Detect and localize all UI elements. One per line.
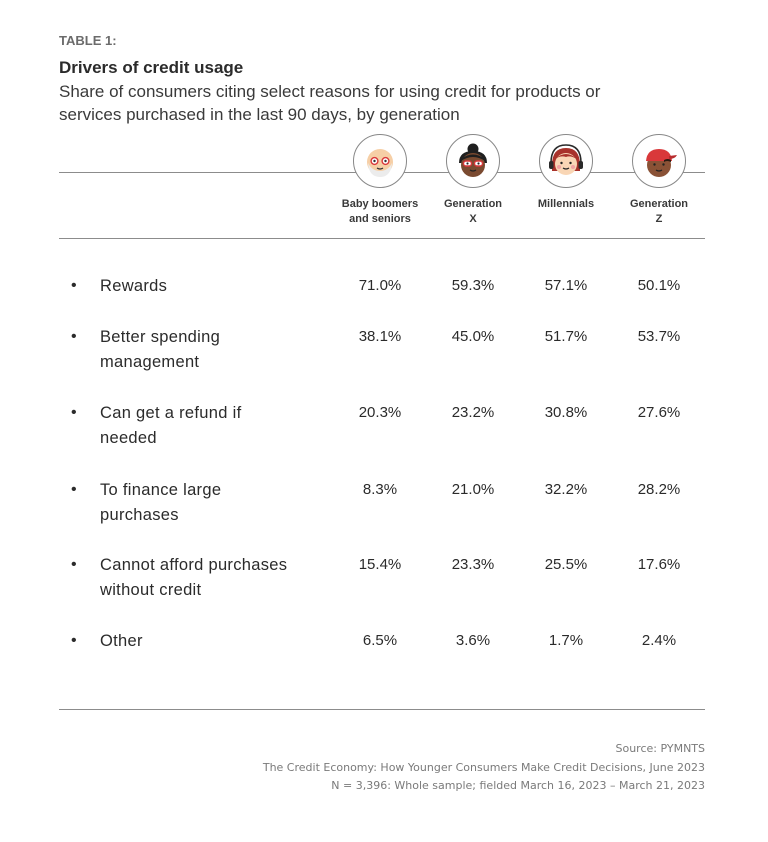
cell-value: 45.0% (451, 328, 495, 345)
footer-report: The Credit Economy: How Younger Consumer… (262, 761, 705, 774)
column-header-line: Generation (629, 198, 689, 210)
table-row: • Better spending management 38.1% 45.0% … (59, 325, 705, 375)
footer-sample: N = 3,396: Whole sample; fielded March 1… (331, 779, 705, 792)
cell-value: 38.1% (358, 328, 402, 345)
bullet: • (71, 632, 77, 649)
cell-value: 59.3% (451, 277, 495, 294)
cell-value: 28.2% (637, 481, 681, 498)
table-row: • Can get a refund if needed 20.3% 23.2% … (59, 401, 705, 451)
row-label: Can get a refund if needed (100, 404, 242, 447)
row-label: Other (100, 632, 143, 650)
cell-value: 2.4% (641, 632, 677, 649)
cell-value: 50.1% (637, 277, 681, 294)
cell-value: 21.0% (451, 481, 495, 498)
cell-value: 27.6% (637, 404, 681, 421)
cell-value: 6.5% (362, 632, 398, 649)
header-bottom-rule (59, 238, 705, 239)
table-title: Drivers of credit usage (59, 58, 244, 77)
table-row: • To finance large purchases 8.3% 21.0% 3… (59, 478, 705, 528)
column-header-line: Baby boomers (341, 198, 419, 210)
column-header-line: Generation (443, 198, 503, 210)
footer-source: Source: PYMNTS (615, 742, 705, 755)
cell-value: 23.3% (451, 556, 495, 573)
boy-with-cap-avatar-icon (632, 134, 686, 188)
bullet: • (71, 277, 77, 294)
cell-value: 15.4% (358, 556, 402, 573)
woman-with-glasses-avatar-icon (446, 134, 500, 188)
cell-value: 8.3% (362, 481, 398, 498)
cell-value: 1.7% (548, 632, 584, 649)
cell-value: 51.7% (544, 328, 588, 345)
cell-value: 30.8% (544, 404, 588, 421)
bullet: • (71, 481, 77, 498)
table-row: • Rewards 71.0% 59.3% 57.1% 50.1% (59, 274, 705, 324)
cell-value: 53.7% (637, 328, 681, 345)
bullet: • (71, 328, 77, 345)
row-label: To finance large purchases (100, 481, 222, 524)
row-label: Rewards (100, 277, 168, 295)
column-header-baby-boomers: Baby boomers and seniors (330, 197, 430, 227)
column-header-generation-x: Generation X (423, 197, 523, 227)
row-label: Cannot afford purchases without credit (100, 556, 288, 599)
row-label: Better spending management (100, 328, 221, 371)
table-label: TABLE 1: (59, 33, 117, 48)
column-header-generation-z: Generation Z (609, 197, 709, 227)
cell-value: 17.6% (637, 556, 681, 573)
column-header-line: and seniors (349, 213, 411, 225)
cell-value: 71.0% (358, 277, 402, 294)
column-header-line: Millennials (537, 198, 595, 210)
column-header-line: X (469, 213, 477, 225)
cell-value: 23.2% (451, 404, 495, 421)
table-row: • Cannot afford purchases without credit … (59, 553, 705, 603)
column-header-millennials: Millennials (516, 197, 616, 212)
cell-value: 3.6% (455, 632, 491, 649)
column-header-line: Z (655, 213, 663, 225)
elderly-man-avatar-icon (353, 134, 407, 188)
woman-with-headphones-avatar-icon (539, 134, 593, 188)
table-bottom-rule (59, 709, 705, 710)
bullet: • (71, 556, 77, 573)
cell-value: 32.2% (544, 481, 588, 498)
bullet: • (71, 404, 77, 421)
cell-value: 25.5% (544, 556, 588, 573)
table-subtitle: Share of consumers citing select reasons… (59, 82, 601, 124)
cell-value: 20.3% (358, 404, 402, 421)
cell-value: 57.1% (544, 277, 588, 294)
table-row: • Other 6.5% 3.6% 1.7% 2.4% (59, 629, 705, 679)
